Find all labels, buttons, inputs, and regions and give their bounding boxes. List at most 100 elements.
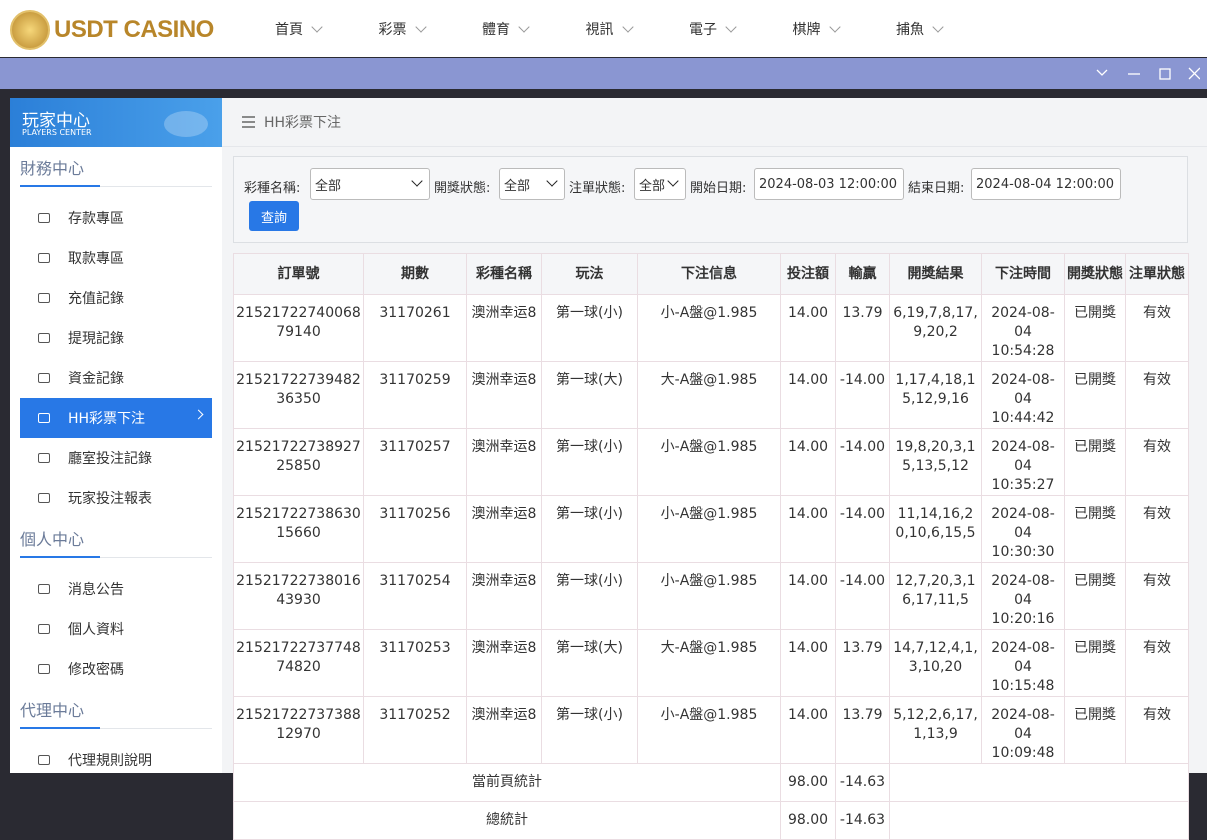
filter-value: 全部 <box>639 178 666 194</box>
filter-select[interactable]: 全部 <box>310 168 430 200</box>
cell: 13.79 <box>835 294 890 362</box>
filter-select[interactable]: 全部 <box>634 168 686 200</box>
cell: 14.00 <box>780 495 836 563</box>
sidebar-item[interactable]: 修改密碼 <box>20 649 212 689</box>
nav-menu-item[interactable]: 首頁 <box>275 18 323 40</box>
close-button[interactable] <box>1188 67 1200 80</box>
cell: 第一球(大) <box>541 361 638 429</box>
item-icon <box>38 664 50 674</box>
bet-row: 2152172274006879140 31170261 澳洲幸运8 第一球(小) 小-… <box>233 294 1189 362</box>
cell: -14.00 <box>835 495 890 563</box>
chevron <box>725 21 737 33</box>
menu-icon[interactable] <box>242 116 256 128</box>
cell: 第一球(小) <box>541 696 638 764</box>
cell: 有效 <box>1125 629 1189 697</box>
filter-value: 2024-08-04 12:00:00 <box>976 176 1115 192</box>
item-label: 資金記錄 <box>68 371 124 387</box>
section-title: 個人中心 <box>20 530 85 549</box>
item-label: 玩家投注報表 <box>68 491 152 507</box>
bet-row: 2152172273948236350 31170259 澳洲幸运8 第一球(大) 大-… <box>233 361 1189 429</box>
nav-menu-item[interactable]: 棋牌 <box>792 18 841 40</box>
cell: 澳洲幸运8 <box>466 495 542 563</box>
nav-menu-item[interactable]: 體育 <box>482 18 530 40</box>
summary-empty <box>889 763 1189 802</box>
bet-row: 2152172273774874820 31170253 澳洲幸运8 第一球(大) 大-… <box>233 629 1189 697</box>
nav-menu-label: 電子 <box>689 22 717 38</box>
item-icon <box>38 624 50 634</box>
cell: 已開獎 <box>1064 428 1126 496</box>
sidebar-item[interactable]: 取款專區 <box>20 238 212 278</box>
logo[interactable]: USDT CASINO <box>10 10 214 50</box>
nav-menu-item[interactable]: 彩票 <box>379 18 427 40</box>
cell: 第一球(大) <box>541 629 638 697</box>
item-icon <box>38 213 50 223</box>
summary-row: 當前頁統計 98.00 -14.63 <box>233 763 1189 802</box>
cell: 有效 <box>1125 495 1189 563</box>
filter-select[interactable]: 全部 <box>499 168 565 200</box>
sidebar-item[interactable]: 存款專區 <box>20 198 212 238</box>
cell: 2024-08-04 10:20:16 <box>981 562 1065 630</box>
sidebar-item[interactable]: 消息公告 <box>20 569 212 609</box>
cell: 6,19,7,8,17,9,20,2 <box>889 294 982 362</box>
filter-label: 彩種名稱: <box>244 181 301 196</box>
bet-row: 2152172273892725850 31170257 澳洲幸运8 第一球(小) 小-… <box>233 428 1189 496</box>
cell: 14.00 <box>780 428 836 496</box>
cell: 31170256 <box>363 495 467 563</box>
cell: 2024-08-04 10:54:28 <box>981 294 1065 362</box>
filter-panel: 查詢 彩種名稱: 全部 開獎狀態: 全部 注單狀態: 全部 開始日期: 2024-08-03 … <box>233 156 1188 243</box>
nav-menu-item[interactable]: 電子 <box>689 18 737 40</box>
cell: 有效 <box>1125 361 1189 429</box>
filter-date-input[interactable]: 2024-08-04 12:00:00 <box>971 168 1121 200</box>
breadcrumb: HH彩票下注 <box>222 98 1207 147</box>
sidebar-item[interactable]: 代理規則說明 <box>20 740 212 773</box>
query-button[interactable]: 查詢 <box>249 201 299 231</box>
column-header: 下注信息 <box>637 253 781 295</box>
sidebar-item[interactable]: HH彩票下注 <box>20 398 212 438</box>
item-icon <box>38 293 50 303</box>
cell: 澳洲幸运8 <box>466 629 542 697</box>
sidebar-item[interactable]: 廳室投注記錄 <box>20 438 212 478</box>
sidebar-item[interactable]: 充值記錄 <box>20 278 212 318</box>
section-underline <box>20 556 100 558</box>
sidebar-item[interactable]: 玩家投注報表 <box>20 478 212 518</box>
cell: 澳洲幸运8 <box>466 294 542 362</box>
cell: 第一球(小) <box>541 428 638 496</box>
cell: 31170252 <box>363 696 467 764</box>
section-divider <box>20 186 212 187</box>
cell: 2024-08-04 10:44:42 <box>981 361 1065 429</box>
cell: 大-A盤@1.985 <box>637 361 781 429</box>
nav-menu-item[interactable]: 捕魚 <box>896 18 944 40</box>
cell: 14.00 <box>780 294 836 362</box>
filter-date-input[interactable]: 2024-08-03 12:00:00 <box>754 168 904 200</box>
dropdown-button[interactable] <box>1096 69 1108 76</box>
cell: 2152172273863015660 <box>233 495 364 563</box>
nav-menu-item[interactable]: 視訊 <box>586 18 634 40</box>
item-icon <box>38 373 50 383</box>
breadcrumb-text: HH彩票下注 <box>264 115 342 131</box>
chevron <box>667 175 679 187</box>
bet-row: 2152172273738812970 31170252 澳洲幸运8 第一球(小) 小-… <box>233 696 1189 764</box>
item-icon <box>38 253 50 263</box>
column-header: 訂單號 <box>233 253 364 295</box>
nav-menu-label: 棋牌 <box>792 22 821 38</box>
item-label: 修改密碼 <box>68 662 124 678</box>
sidebar-item[interactable]: 資金記錄 <box>20 358 212 398</box>
item-icon <box>38 584 50 594</box>
sidebar-item[interactable]: 個人資料 <box>20 609 212 649</box>
maximize-button[interactable] <box>1159 68 1171 80</box>
cell: 澳洲幸运8 <box>466 696 542 764</box>
summary-label: 總統計 <box>233 801 781 840</box>
window-titlebar <box>0 58 1207 89</box>
column-header: 玩法 <box>541 253 638 295</box>
cell: -14.00 <box>835 562 890 630</box>
chevron <box>621 21 634 33</box>
sidebar-item[interactable]: 提現記錄 <box>20 318 212 358</box>
item-label: HH彩票下注 <box>68 411 146 427</box>
section-divider <box>20 557 212 558</box>
bet-row: 2152172273801643930 31170254 澳洲幸运8 第一球(小) 小-… <box>233 562 1189 630</box>
cell: 小-A盤@1.985 <box>637 495 781 563</box>
item-arrow <box>193 409 204 420</box>
cell: 已開獎 <box>1064 629 1126 697</box>
cell: 已開獎 <box>1064 495 1126 563</box>
